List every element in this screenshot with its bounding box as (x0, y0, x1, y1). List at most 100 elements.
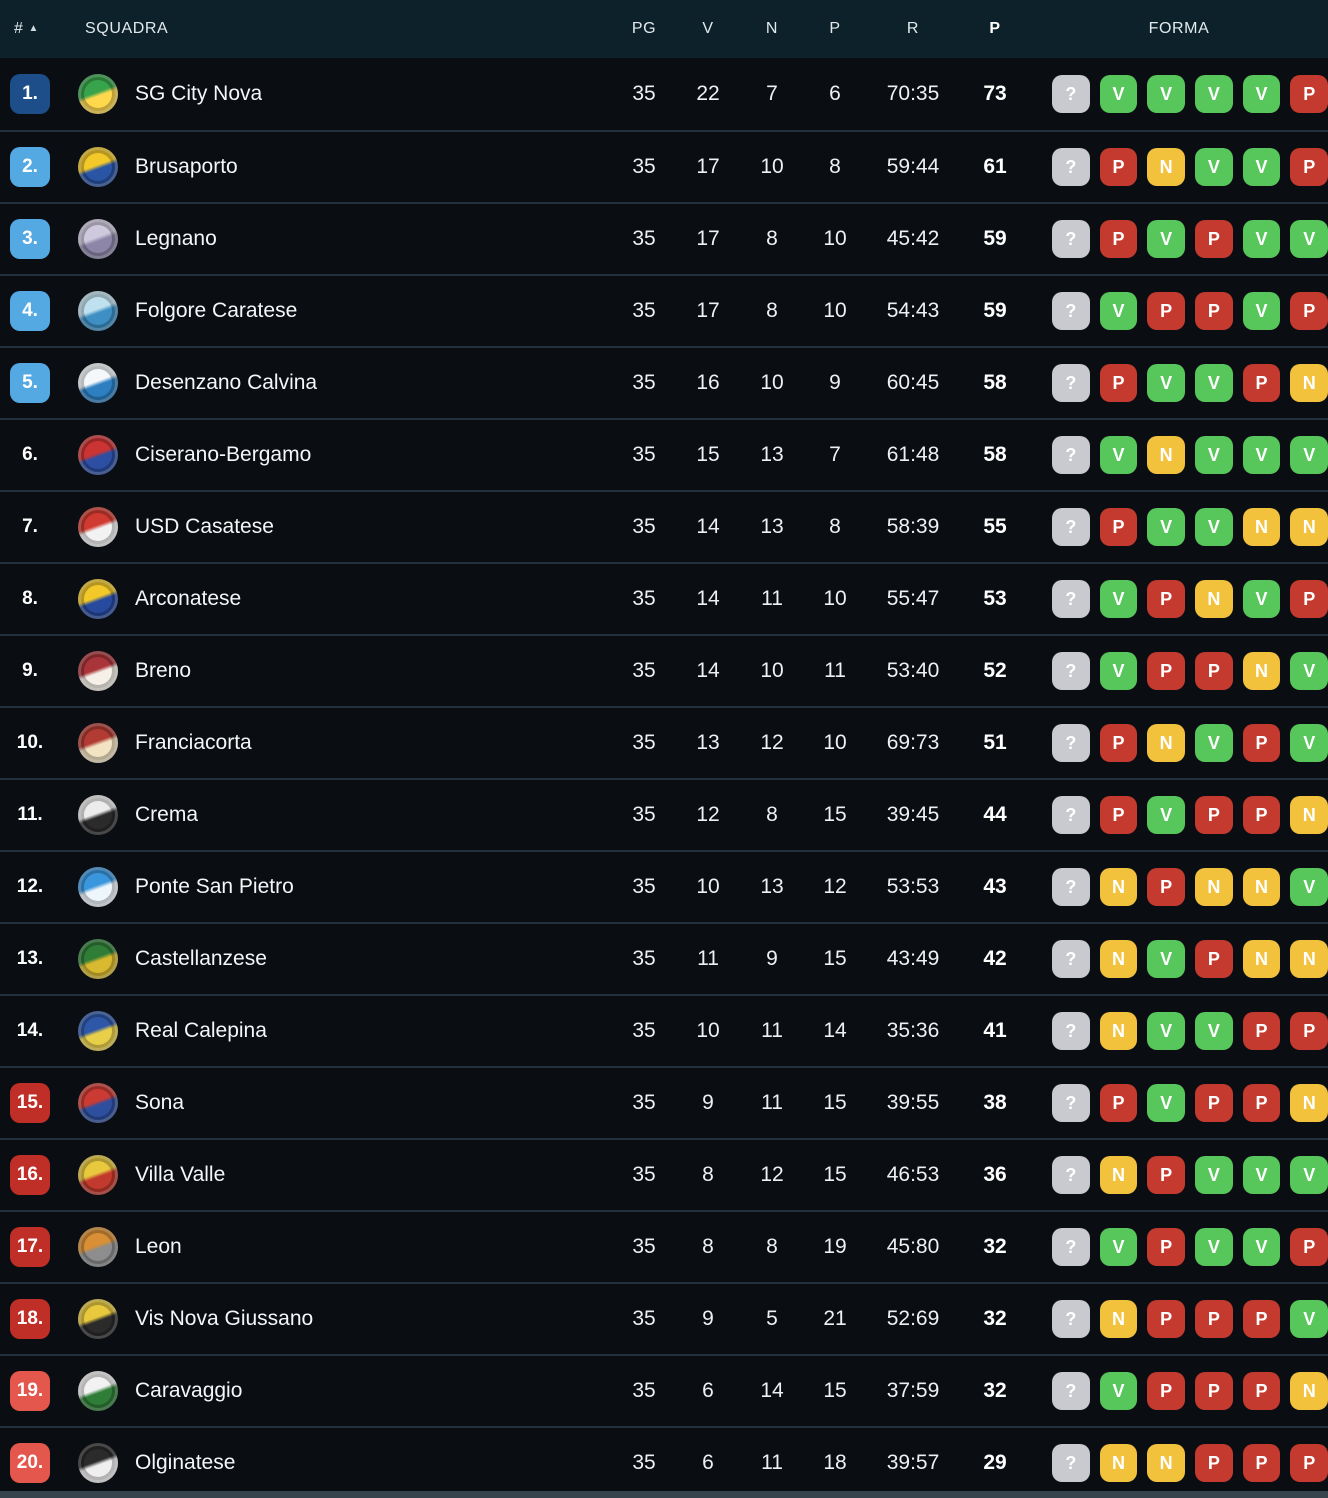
form-badge[interactable]: V (1147, 508, 1186, 546)
table-row[interactable]: 16. Villa Valle 35 8 12 15 46:53 36 ? N P V… (0, 1138, 1328, 1210)
form-badge[interactable]: P (1242, 1300, 1281, 1338)
form-badge[interactable]: N (1099, 1300, 1138, 1338)
form-badge[interactable]: N (1290, 364, 1328, 402)
table-row[interactable]: 11. Crema 35 12 8 15 39:45 44 ? P V P P N (0, 778, 1328, 850)
form-badge[interactable]: V (1195, 1012, 1233, 1050)
form-badge[interactable]: P (1290, 75, 1328, 113)
form-badge[interactable]: V (1195, 75, 1233, 113)
form-badge[interactable]: P (1099, 724, 1138, 762)
form-badge[interactable]: V (1242, 148, 1281, 186)
form-badge[interactable]: P (1195, 1444, 1233, 1482)
form-badge[interactable]: P (1147, 292, 1186, 330)
form-badge[interactable]: P (1242, 1084, 1281, 1122)
form-badge[interactable]: V (1195, 1156, 1233, 1194)
form-badge[interactable]: P (1099, 508, 1138, 546)
form-badge[interactable]: V (1147, 75, 1186, 113)
form-badge[interactable]: V (1242, 580, 1281, 618)
table-row[interactable]: 14. Real Calepina 35 10 11 14 35:36 41 ?… (0, 994, 1328, 1066)
form-badge[interactable]: N (1099, 1156, 1138, 1194)
header-squadra[interactable]: SQUADRA (85, 20, 169, 37)
form-badge[interactable]: P (1195, 1300, 1233, 1338)
form-badge[interactable]: V (1290, 652, 1328, 690)
form-badge[interactable]: P (1242, 724, 1281, 762)
form-badge[interactable]: V (1147, 940, 1186, 978)
form-badge[interactable]: ? (1052, 292, 1090, 330)
table-row[interactable]: 7. USD Casatese 35 14 13 8 58:39 55 ? P V V… (0, 490, 1328, 562)
form-badge[interactable]: P (1195, 796, 1233, 834)
form-badge[interactable]: N (1290, 940, 1328, 978)
table-row[interactable]: 17. Leon 35 8 8 19 45:80 32 ? V P V V P (0, 1210, 1328, 1282)
form-badge[interactable]: N (1242, 868, 1281, 906)
form-badge[interactable]: V (1242, 75, 1281, 113)
table-row[interactable]: 2. Brusaporto 35 17 10 8 59:44 61 ? P N V V P (0, 130, 1328, 202)
form-badge[interactable]: P (1099, 796, 1138, 834)
table-row[interactable]: 15. Sona 35 9 11 15 39:55 38 ? P V P P N (0, 1066, 1328, 1138)
form-badge[interactable]: V (1099, 1372, 1138, 1410)
form-badge[interactable]: ? (1052, 580, 1090, 618)
form-badge[interactable]: V (1290, 1156, 1328, 1194)
form-badge[interactable]: ? (1052, 1084, 1090, 1122)
form-badge[interactable]: P (1147, 868, 1186, 906)
form-badge[interactable]: N (1290, 796, 1328, 834)
form-badge[interactable]: P (1242, 1444, 1281, 1482)
form-badge[interactable]: ? (1052, 652, 1090, 690)
form-badge[interactable]: P (1290, 580, 1328, 618)
header-pg[interactable]: PG (631, 20, 657, 37)
form-badge[interactable]: N (1242, 940, 1281, 978)
table-row[interactable]: 12. Ponte San Pietro 35 10 13 12 53:53 4… (0, 850, 1328, 922)
form-badge[interactable]: V (1099, 292, 1138, 330)
form-badge[interactable]: V (1242, 220, 1281, 258)
form-badge[interactable]: N (1147, 1444, 1186, 1482)
form-badge[interactable]: V (1099, 75, 1138, 113)
header-r[interactable]: R (906, 20, 920, 37)
form-badge[interactable]: ? (1052, 75, 1090, 113)
table-row[interactable]: 6. Ciserano-Bergamo 35 15 13 7 61:48 58 … (0, 418, 1328, 490)
form-badge[interactable]: ? (1052, 868, 1090, 906)
form-badge[interactable]: P (1147, 580, 1186, 618)
form-badge[interactable]: ? (1052, 508, 1090, 546)
table-row[interactable]: 4. Folgore Caratese 35 17 8 10 54:43 59 … (0, 274, 1328, 346)
form-badge[interactable]: N (1099, 940, 1138, 978)
form-badge[interactable]: V (1290, 868, 1328, 906)
form-badge[interactable]: ? (1052, 1228, 1090, 1266)
form-badge[interactable]: P (1099, 220, 1138, 258)
form-badge[interactable]: P (1147, 1300, 1186, 1338)
form-badge[interactable]: P (1147, 1156, 1186, 1194)
form-badge[interactable]: P (1242, 364, 1281, 402)
form-badge[interactable]: ? (1052, 796, 1090, 834)
form-badge[interactable]: P (1290, 148, 1328, 186)
form-badge[interactable]: V (1290, 220, 1328, 258)
table-row[interactable]: 13. Castellanzese 35 11 9 15 43:49 42 ? N… (0, 922, 1328, 994)
form-badge[interactable]: N (1290, 1372, 1328, 1410)
form-badge[interactable]: V (1242, 1228, 1281, 1266)
form-badge[interactable]: ? (1052, 1444, 1090, 1482)
form-badge[interactable]: V (1242, 292, 1281, 330)
form-badge[interactable]: P (1195, 652, 1233, 690)
table-row[interactable]: 9. Breno 35 14 10 11 53:40 52 ? V P P N V (0, 634, 1328, 706)
form-badge[interactable]: V (1147, 1084, 1186, 1122)
form-badge[interactable]: N (1099, 1012, 1138, 1050)
form-badge[interactable]: V (1099, 580, 1138, 618)
table-row[interactable]: 3. Legnano 35 17 8 10 45:42 59 ? P V P V V (0, 202, 1328, 274)
form-badge[interactable]: V (1195, 148, 1233, 186)
form-badge[interactable]: V (1099, 1228, 1138, 1266)
form-badge[interactable]: N (1147, 724, 1186, 762)
form-badge[interactable]: P (1195, 292, 1233, 330)
form-badge[interactable]: V (1147, 796, 1186, 834)
header-n[interactable]: N (765, 20, 779, 37)
form-badge[interactable]: P (1195, 1084, 1233, 1122)
form-badge[interactable]: P (1290, 1228, 1328, 1266)
form-badge[interactable]: N (1290, 1084, 1328, 1122)
form-badge[interactable]: ? (1052, 1372, 1090, 1410)
form-badge[interactable]: V (1147, 220, 1186, 258)
form-badge[interactable]: P (1099, 1084, 1138, 1122)
form-badge[interactable]: V (1195, 724, 1233, 762)
form-badge[interactable]: V (1195, 436, 1233, 474)
form-badge[interactable]: N (1195, 580, 1233, 618)
form-badge[interactable]: P (1195, 1372, 1233, 1410)
form-badge[interactable]: V (1195, 1228, 1233, 1266)
form-badge[interactable]: V (1242, 1156, 1281, 1194)
form-badge[interactable]: ? (1052, 1012, 1090, 1050)
form-badge[interactable]: P (1290, 1012, 1328, 1050)
form-badge[interactable]: ? (1052, 436, 1090, 474)
